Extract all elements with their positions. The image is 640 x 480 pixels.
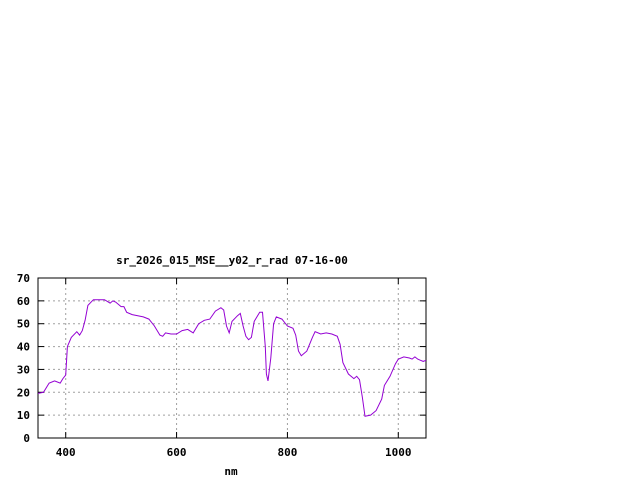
- y-tick-label: 50: [17, 318, 30, 331]
- x-tick-label: 1000: [385, 446, 412, 459]
- y-tick-label: 40: [17, 341, 30, 354]
- x-tick-labels: 400 600 800 1000: [56, 446, 412, 459]
- chart-title: sr_2026_015_MSE__y02_r_rad 07-16-00: [116, 254, 348, 267]
- series-line: [37, 299, 427, 417]
- y-tick-label: 10: [17, 409, 30, 422]
- x-tick-label: 800: [277, 446, 297, 459]
- y-tick-label: 70: [17, 272, 30, 285]
- x-axis-label: nm: [224, 465, 238, 478]
- tick-marks: [38, 277, 426, 439]
- y-tick-labels: 0 10 20 30 40 50 60 70: [17, 272, 30, 445]
- plot-frame: [37, 277, 427, 439]
- y-tick-label: 20: [17, 386, 30, 399]
- grid-lines: [38, 278, 426, 438]
- x-tick-label: 600: [167, 446, 187, 459]
- y-tick-label: 0: [23, 432, 30, 445]
- x-tick-label: 400: [56, 446, 76, 459]
- y-tick-label: 30: [17, 363, 30, 376]
- y-tick-label: 60: [17, 295, 30, 308]
